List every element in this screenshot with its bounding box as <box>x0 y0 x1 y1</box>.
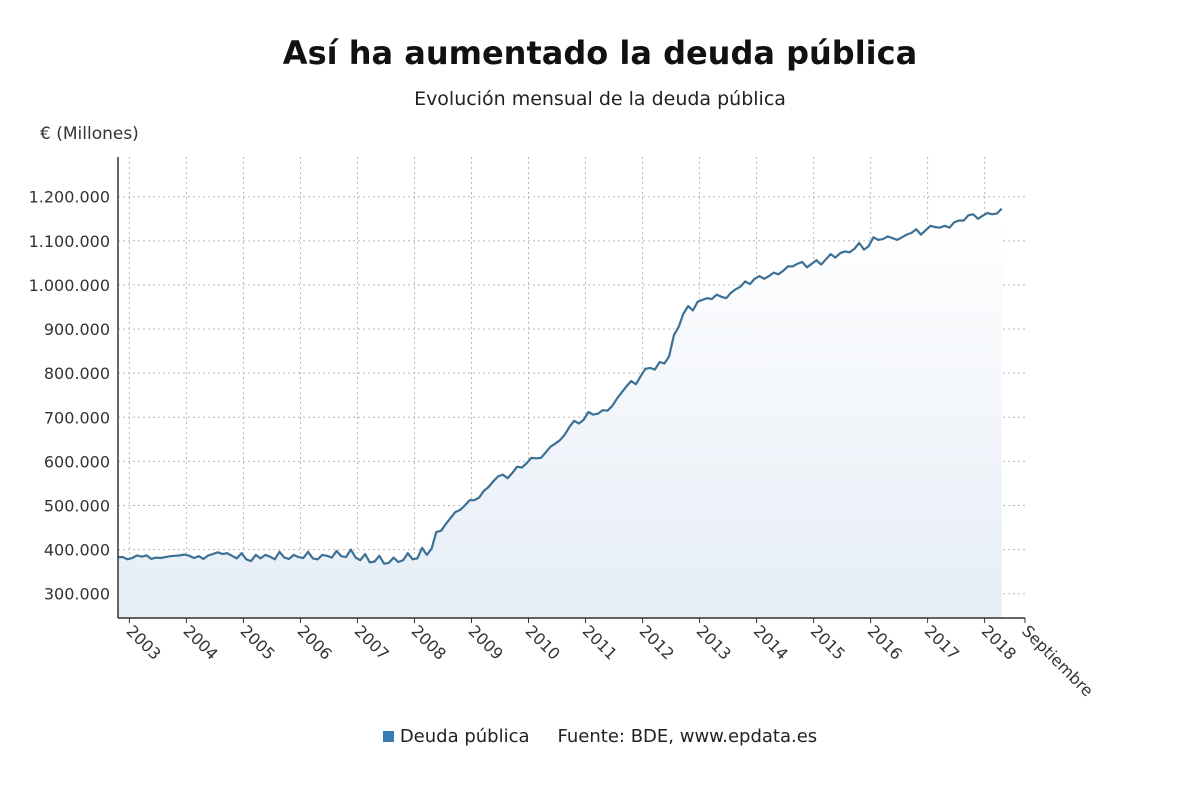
x-tick-label: 2003 <box>123 621 165 663</box>
x-tick-label: 2017 <box>921 621 963 663</box>
y-tick-label: 400.000 <box>44 541 110 560</box>
x-tick-label: 2009 <box>465 621 507 663</box>
x-tick-labels: 2003 2004 2005 2006 2007 2008 2009 2010 2011 2012… <box>123 621 1097 700</box>
y-tick-label: 1.100.000 <box>29 232 110 251</box>
x-tick-label: 2006 <box>294 621 336 663</box>
legend-label[interactable]: Deuda pública <box>399 726 530 747</box>
y-tick-label: 300.000 <box>44 585 110 604</box>
y-tick-label: 1.000.000 <box>29 276 110 295</box>
x-tick-label: 2010 <box>522 621 564 663</box>
x-tick-label: 2008 <box>408 621 450 663</box>
x-tick-label: 2011 <box>579 621 621 663</box>
source-note: Fuente: BDE, www.epdata.es <box>557 726 818 747</box>
x-tick-label: 2015 <box>807 621 849 663</box>
x-tick-label: 2007 <box>351 621 393 663</box>
y-tick-label: 1.200.000 <box>29 188 110 207</box>
chart-title: Así ha aumentado la deuda pública <box>282 34 918 72</box>
series-line <box>118 207 1003 565</box>
x-tick-label: 2004 <box>180 621 222 663</box>
legend: Deuda pública Fuente: BDE, www.epdata.es <box>0 726 1200 747</box>
y-tick-label: 800.000 <box>44 364 110 383</box>
y-tick-label: 900.000 <box>44 320 110 339</box>
x-tick-label: 2005 <box>237 621 279 663</box>
y-tick-label: 500.000 <box>44 497 110 516</box>
y-tick-labels: 300.000 400.000 500.000 600.000 700.000 800.0… <box>29 188 110 604</box>
legend-swatch[interactable] <box>382 730 394 742</box>
x-tick-label: 2018 <box>978 621 1020 663</box>
x-tick-label: 2013 <box>693 621 735 663</box>
x-tick-label: 2016 <box>864 621 906 663</box>
x-tick-label: 2012 <box>636 621 678 663</box>
y-tick-label: 600.000 <box>44 452 110 471</box>
series-area-fill <box>118 208 1002 618</box>
x-tick-label: 2014 <box>750 621 792 663</box>
y-axis-unit-label: € (Millones) <box>40 124 139 144</box>
axes <box>117 157 1026 623</box>
y-tick-label: 700.000 <box>44 408 110 427</box>
series-area-layer <box>118 207 1003 618</box>
x-tick-label: Septiembre <box>1018 621 1097 700</box>
chart-subtitle: Evolución mensual de la deuda pública <box>414 88 786 110</box>
